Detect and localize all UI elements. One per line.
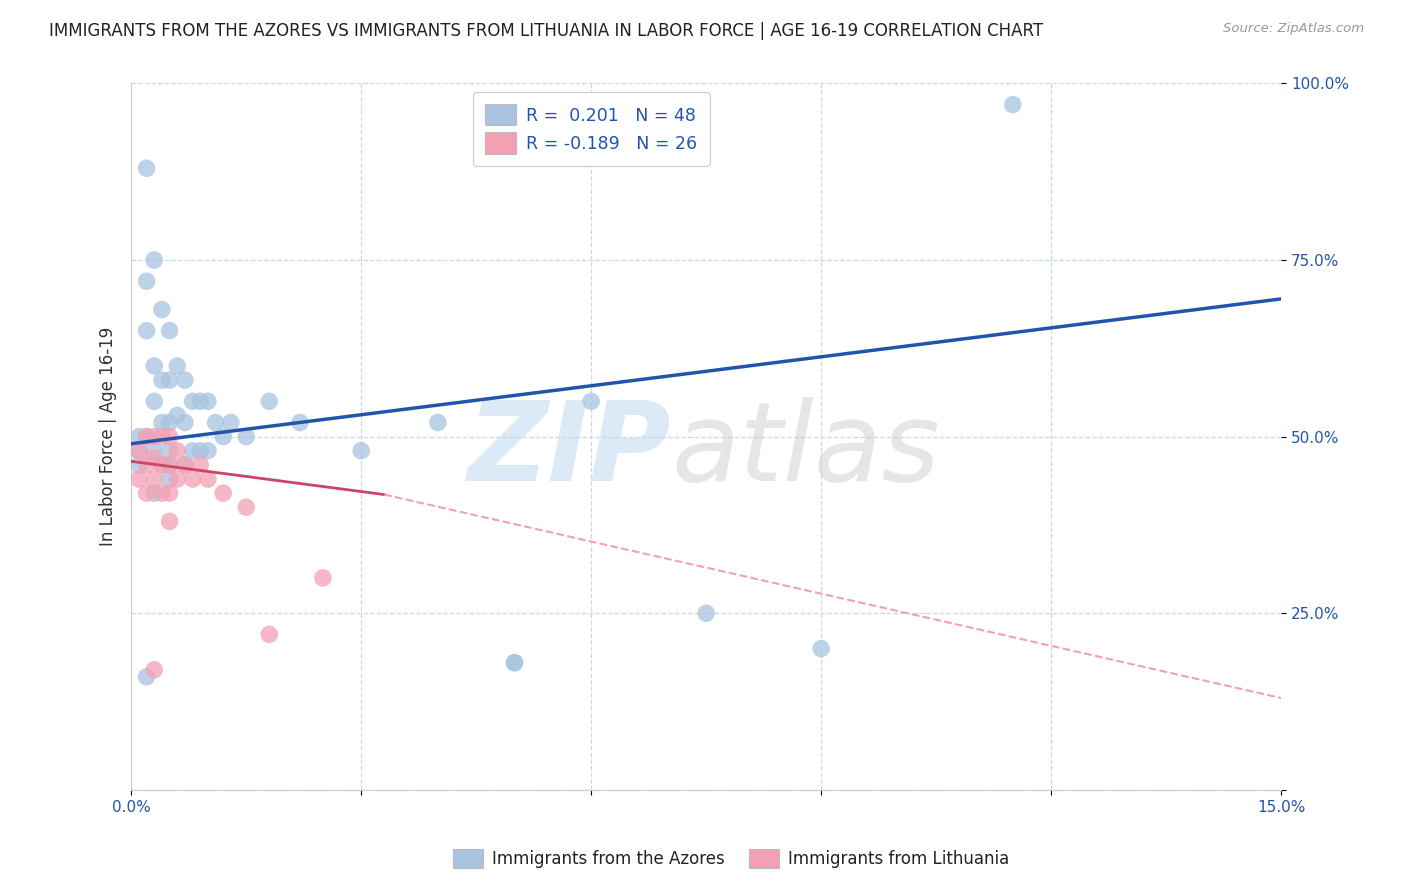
Legend: Immigrants from the Azores, Immigrants from Lithuania: Immigrants from the Azores, Immigrants f… [447,842,1015,875]
Text: ZIP: ZIP [468,397,672,504]
Point [166,359,188,373]
Text: atlas: atlas [672,397,941,504]
Point [150,458,173,472]
Point [257,394,280,409]
Point [159,515,181,529]
Point [159,458,181,472]
Point [174,458,197,472]
Point [503,656,526,670]
Point [695,606,717,620]
Point [159,416,181,430]
Point [181,394,204,409]
Point [135,430,157,444]
Point [150,302,173,317]
Point [197,394,219,409]
Point [159,486,181,500]
Point [150,458,173,472]
Point [143,450,166,465]
Point [174,416,197,430]
Point [181,443,204,458]
Point [150,373,173,387]
Point [174,458,197,472]
Point [204,416,226,430]
Point [135,161,157,176]
Point [197,443,219,458]
Point [159,373,181,387]
Point [143,359,166,373]
Text: IMMIGRANTS FROM THE AZORES VS IMMIGRANTS FROM LITHUANIA IN LABOR FORCE | AGE 16-: IMMIGRANTS FROM THE AZORES VS IMMIGRANTS… [49,22,1043,40]
Point [810,641,832,656]
Point [159,443,181,458]
Point [166,409,188,423]
Point [166,443,188,458]
Point [212,486,235,500]
Point [159,458,181,472]
Point [128,430,150,444]
Point [212,430,235,444]
Point [312,571,335,585]
Point [166,472,188,486]
Point [159,472,181,486]
Point [174,373,197,387]
Point [128,443,150,458]
Point [197,472,219,486]
Point [135,670,157,684]
Point [135,458,157,472]
Point [426,416,449,430]
Point [135,274,157,288]
Point [219,416,242,430]
Point [188,443,211,458]
Point [150,486,173,500]
Point [350,443,373,458]
Text: Source: ZipAtlas.com: Source: ZipAtlas.com [1223,22,1364,36]
Point [159,324,181,338]
Point [128,472,150,486]
Point [257,627,280,641]
Point [128,443,150,458]
Point [1001,97,1024,112]
Point [135,430,157,444]
Point [150,416,173,430]
Y-axis label: In Labor Force | Age 16-19: In Labor Force | Age 16-19 [100,327,117,546]
Point [143,443,166,458]
Point [143,663,166,677]
Point [503,656,526,670]
Point [188,458,211,472]
Point [235,430,257,444]
Point [235,500,257,515]
Point [181,472,204,486]
Point [150,430,173,444]
Point [579,394,602,409]
Legend: R =  0.201   N = 48, R = -0.189   N = 26: R = 0.201 N = 48, R = -0.189 N = 26 [472,92,710,166]
Point [135,324,157,338]
Point [135,486,157,500]
Point [143,253,166,268]
Point [159,430,181,444]
Point [188,394,211,409]
Point [143,394,166,409]
Point [143,430,166,444]
Point [143,472,166,486]
Point [128,458,150,472]
Point [143,486,166,500]
Point [288,416,311,430]
